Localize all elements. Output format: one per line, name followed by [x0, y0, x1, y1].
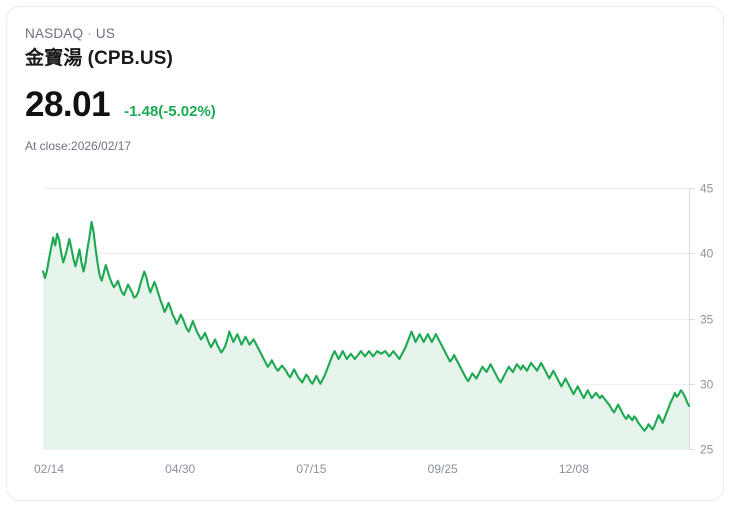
market-status-note: At close:2026/02/17 [25, 139, 132, 153]
chart-x-axis-labels: 02/14 04/30 07/15 09/25 12/08 [34, 462, 589, 476]
exchange-name: NASDAQ [25, 26, 84, 41]
price-row: 28.01 -1.48(-5.02%) [25, 85, 723, 125]
exchange-line: NASDAQ · US [25, 26, 723, 42]
x-axis-tick-label: 02/14 [34, 462, 64, 476]
exchange-region: US [95, 26, 116, 41]
chart-line [41, 220, 691, 432]
price-chart-svg[interactable]: 45 40 35 30 25 02/14 04/30 07/15 09/25 12/08 [7, 170, 724, 490]
exchange-separator: · [87, 26, 92, 41]
y-axis-tick-label: 35 [700, 313, 714, 327]
quote-header: NASDAQ · US 金寶湯 (CPB.US) 28.01 -1.48(-5.02… [7, 7, 723, 154]
price-chart[interactable]: 45 40 35 30 25 02/14 04/30 07/15 09/25 12/08 [7, 170, 724, 490]
x-axis-tick-label: 07/15 [296, 462, 326, 476]
chart-y-axis-labels: 45 40 35 30 25 [700, 182, 714, 457]
x-axis-tick-label: 09/25 [428, 462, 458, 476]
x-axis-tick-label: 12/08 [559, 462, 589, 476]
page-title: 金寶湯 (CPB.US) [25, 48, 173, 69]
y-axis-tick-label: 25 [700, 443, 714, 457]
chart-area-fill [43, 221, 689, 449]
x-axis-tick-label: 04/30 [165, 462, 195, 476]
price-value: 28.01 [25, 85, 111, 124]
y-axis-tick-label: 45 [700, 182, 714, 196]
y-axis-tick-label: 40 [700, 247, 714, 261]
y-axis-tick-label: 30 [700, 378, 714, 392]
price-change: -1.48(-5.02%) [124, 103, 216, 120]
stock-quote-card: NASDAQ · US 金寶湯 (CPB.US) 28.01 -1.48(-5.02… [6, 6, 724, 501]
